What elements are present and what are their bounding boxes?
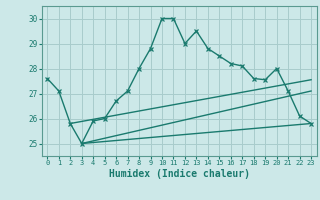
X-axis label: Humidex (Indice chaleur): Humidex (Indice chaleur)	[109, 169, 250, 179]
